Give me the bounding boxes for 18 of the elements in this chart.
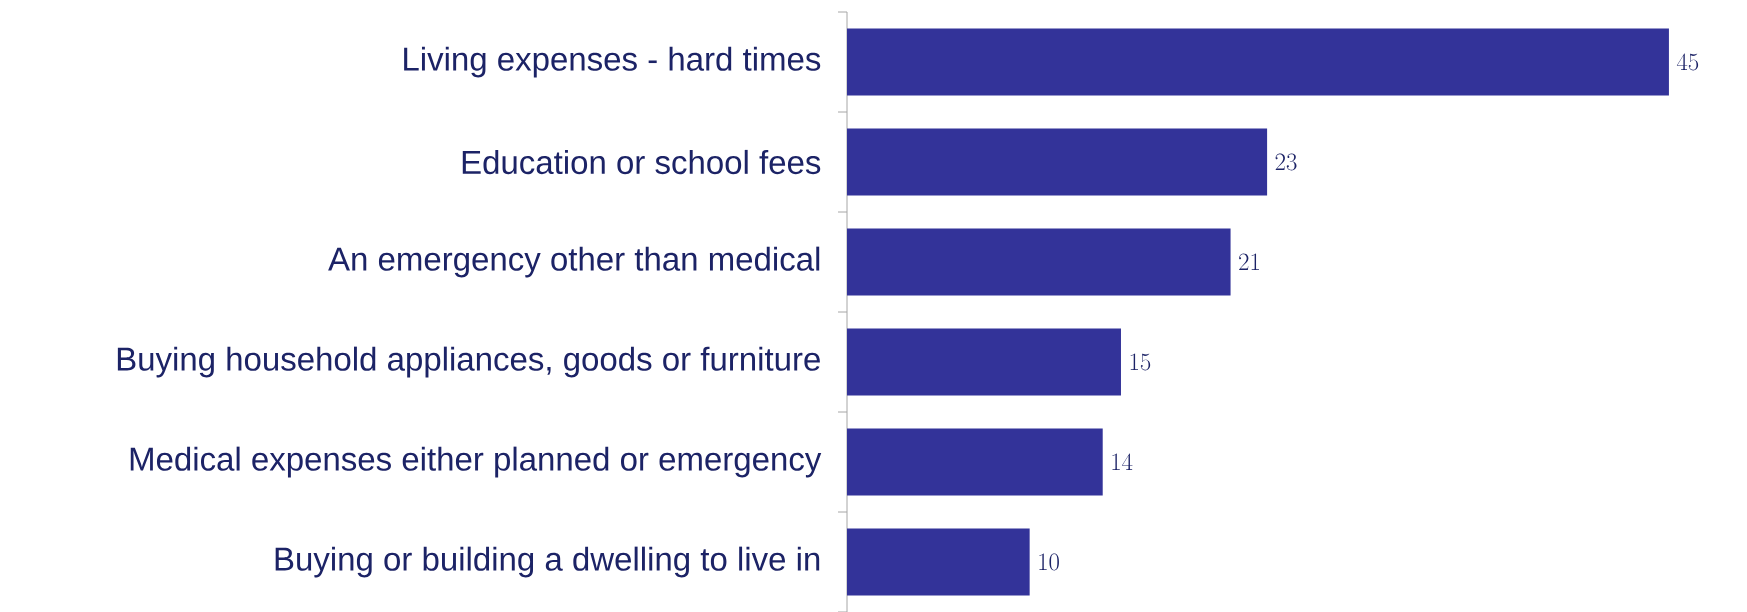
data-label: 14	[1112, 453, 1133, 470]
y-tick-label: Medical expenses either planned or emergency	[130, 446, 822, 478]
data-label: 10	[1039, 553, 1059, 571]
y-tick-label: Buying household appliances, goods or furniture	[117, 346, 820, 378]
bar	[847, 228, 1231, 296]
data-label: 45	[1676, 53, 1699, 71]
y-tick-label: Buying or building a dwelling to live in	[275, 546, 820, 578]
y-tick-label: Living expenses - hard times	[404, 46, 821, 78]
bar	[847, 128, 1268, 196]
y-tick-label: Education or school fees	[462, 149, 821, 175]
data-label: 23	[1275, 153, 1297, 171]
bar	[847, 528, 1030, 596]
bar	[847, 28, 1669, 96]
bar	[847, 328, 1121, 396]
y-tick-label: An emergency other than medical	[328, 246, 820, 278]
data-label: 15	[1130, 353, 1151, 371]
data-label: 21	[1239, 253, 1259, 270]
bar	[847, 428, 1103, 496]
